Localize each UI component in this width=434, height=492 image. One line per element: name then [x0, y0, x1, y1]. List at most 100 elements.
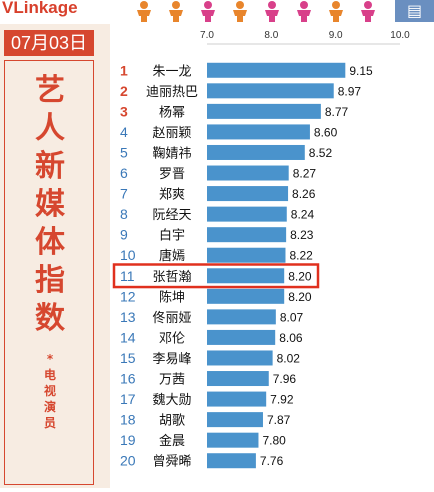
subtitle-char: 员	[43, 416, 56, 430]
rank-label: 19	[120, 432, 136, 448]
rank-label: 15	[120, 350, 136, 366]
artist-name: 赵丽颖	[152, 126, 191, 141]
title-char: 艺	[35, 73, 65, 108]
bar	[207, 247, 286, 263]
rank-label: 6	[120, 165, 128, 181]
rank-label: 10	[120, 247, 136, 263]
value-label: 8.07	[280, 310, 304, 324]
person-icon	[297, 1, 311, 22]
person-icon	[329, 1, 343, 22]
bar	[207, 309, 276, 325]
person-icon	[201, 1, 215, 22]
value-label: 7.96	[273, 372, 297, 386]
bar	[207, 227, 287, 243]
bar	[207, 371, 269, 387]
title-char: 数	[35, 301, 65, 336]
value-label: 8.97	[338, 84, 362, 98]
value-label: 8.60	[314, 125, 338, 139]
value-label: 8.27	[293, 167, 317, 181]
person-icon	[361, 1, 375, 22]
rank-label: 1	[120, 62, 128, 78]
rank-label: 13	[120, 309, 136, 325]
subtitle-char: 电	[43, 368, 56, 382]
brand-logo: VLinkage	[2, 0, 78, 17]
value-label: 8.02	[277, 351, 301, 365]
artist-name: 万茜	[159, 373, 185, 388]
artist-name: 阮经天	[152, 208, 191, 223]
bar	[207, 124, 310, 140]
bar	[207, 350, 273, 366]
rank-label: 18	[120, 412, 136, 428]
chart-area: 7.0 8.0 9.0 10.0 1 朱一龙 9.15 2 迪丽热巴 8.97 3 杨幂 8.77 4 赵丽…	[110, 24, 434, 488]
bar	[207, 83, 334, 99]
value-label: 8.24	[291, 208, 315, 222]
bar	[207, 453, 256, 469]
bar-chart: 7.0 8.0 9.0 10.0 1 朱一龙 9.15 2 迪丽热巴 8.97 3 杨幂 8.77 4 赵丽…	[112, 30, 410, 470]
subtitle-char: 演	[43, 400, 56, 414]
bar	[207, 165, 289, 181]
title-char: 指	[35, 263, 65, 298]
bar	[207, 103, 321, 119]
person-icon	[137, 1, 151, 22]
artist-name: 李易峰	[152, 352, 191, 367]
title-char: 人	[35, 111, 65, 146]
rank-label: 3	[120, 103, 128, 119]
artist-name: 曾舜晞	[152, 455, 191, 470]
rank-label: 7	[120, 186, 128, 202]
value-label: 8.77	[325, 105, 349, 119]
artist-name: 杨幂	[159, 105, 185, 120]
bar	[207, 288, 285, 304]
value-label: 8.26	[292, 187, 316, 201]
value-label: 7.87	[267, 413, 291, 427]
artist-name: 郑爽	[159, 188, 185, 203]
title-char: 媒	[35, 187, 65, 222]
value-label: 8.20	[288, 269, 312, 283]
rank-label: 4	[120, 124, 128, 140]
value-label: 8.23	[290, 228, 314, 242]
bar	[207, 62, 346, 78]
artist-name: 佟丽娅	[152, 310, 191, 326]
rank-label: 11	[120, 268, 135, 284]
x-tick-label: 8.0	[264, 30, 278, 41]
rank-label: 17	[120, 391, 136, 407]
bar	[207, 206, 287, 222]
value-label: 8.22	[289, 249, 313, 263]
bar	[207, 432, 259, 448]
bar	[207, 268, 285, 284]
header-bar: VLinkage ▤	[0, 0, 434, 22]
rank-label: 12	[120, 288, 136, 304]
bar	[207, 144, 305, 160]
artist-name: 罗晋	[159, 167, 185, 182]
artist-name: 魏大勋	[152, 393, 191, 408]
artist-name: 金晨	[159, 433, 185, 449]
artist-name: 迪丽热巴	[146, 85, 198, 100]
rank-label: 20	[120, 453, 136, 469]
x-tick-label: 10.0	[390, 30, 410, 41]
person-icon	[169, 1, 183, 22]
subtitle-char: *	[46, 352, 54, 366]
rank-label: 5	[120, 144, 128, 160]
subtitle-char: 视	[43, 384, 56, 398]
value-label: 7.92	[270, 393, 294, 407]
rank-label: 8	[120, 206, 128, 222]
bar	[207, 391, 267, 407]
bar	[207, 186, 289, 202]
x-tick-label: 9.0	[329, 30, 343, 41]
artist-name: 邓伦	[159, 331, 185, 346]
artist-name: 陈坤	[159, 289, 185, 305]
value-label: 7.76	[260, 454, 284, 468]
bar	[207, 412, 263, 428]
rank-label: 2	[120, 83, 128, 99]
people-icons	[137, 1, 375, 22]
x-tick-label: 7.0	[200, 30, 214, 41]
rank-label: 14	[120, 329, 136, 345]
highlight-box	[112, 263, 320, 289]
artist-name: 唐嫣	[159, 248, 185, 264]
artist-name: 张哲瀚	[152, 270, 191, 285]
rank-label: 9	[120, 227, 128, 243]
bar	[207, 329, 276, 345]
artist-name: 胡歌	[159, 414, 185, 429]
title-char: 体	[35, 225, 65, 260]
person-icon	[265, 1, 279, 22]
title-box: 艺人新媒体指数 * 电视演员	[4, 60, 94, 485]
